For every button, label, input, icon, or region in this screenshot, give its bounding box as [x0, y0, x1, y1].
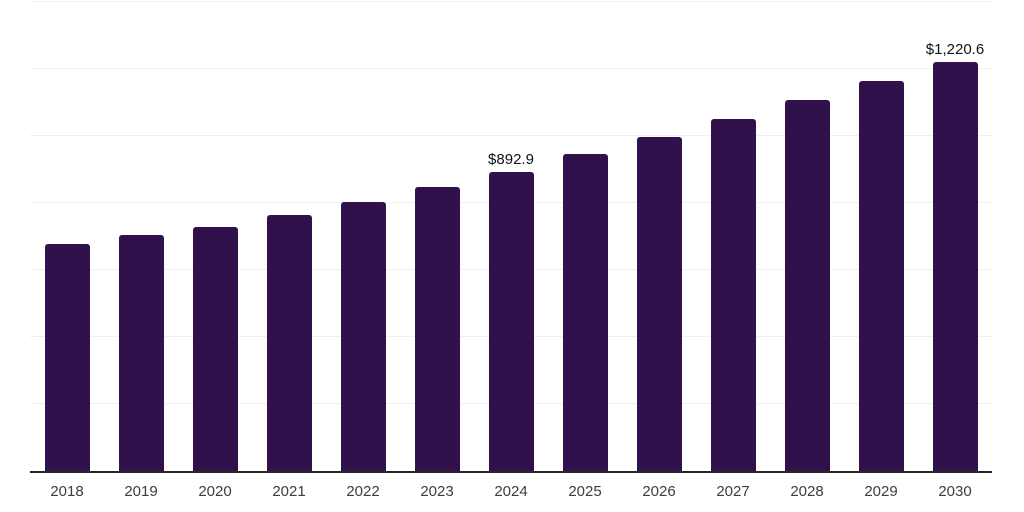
bar-slot [400, 2, 474, 471]
bar-slot: $892.9 [474, 2, 548, 471]
x-tick-label: 2019 [124, 483, 158, 500]
bar-value-label: $892.9 [488, 150, 534, 168]
x-tick-label: 2029 [864, 483, 898, 500]
x-tick-label: 2021 [272, 483, 306, 500]
bar-2030: $1,220.6 [926, 42, 984, 471]
bar-slot [844, 2, 918, 471]
bar-slot [252, 2, 326, 471]
bar-2020 [192, 227, 238, 471]
bar-2022 [340, 202, 386, 471]
x-tick-label: 2023 [420, 483, 454, 500]
bar-value-label: $1,220.6 [925, 41, 985, 59]
bar-2019 [118, 234, 164, 471]
bar-2018 [44, 243, 90, 471]
bar-slot [622, 2, 696, 471]
x-tick-label: 2025 [568, 483, 602, 500]
bar-2026 [636, 137, 682, 471]
bar-slot: $1,220.6 [918, 2, 992, 471]
x-tick-label: 2030 [938, 483, 972, 500]
gridline [30, 135, 992, 136]
bar-slot [548, 2, 622, 471]
x-tick-label: 2024 [494, 483, 528, 500]
gridline [30, 1, 992, 2]
bar-slot [30, 2, 104, 471]
plot-area: $892.9 $1,220.6 [30, 1, 992, 473]
x-tick-label: 2028 [790, 483, 824, 500]
x-tick-label: 2027 [716, 483, 750, 500]
bar-2028 [784, 99, 830, 471]
x-tick-label: 2020 [198, 483, 232, 500]
x-axis-labels: 2018 2019 2020 2021 2022 2023 2024 2025 2026 2027… [30, 483, 992, 501]
bar-slot [326, 2, 400, 471]
bar-slot [770, 2, 844, 471]
x-tick-label: 2026 [642, 483, 676, 500]
bar-2029 [858, 80, 904, 471]
bar-2021 [266, 214, 312, 471]
bar-series: $892.9 $1,220.6 [30, 2, 992, 471]
bar-2023 [414, 186, 460, 471]
x-tick-label: 2022 [346, 483, 380, 500]
bar-2024: $892.9 [488, 152, 534, 471]
bar-2027 [710, 119, 756, 471]
bar-2025 [562, 153, 608, 471]
bar-slot [696, 2, 770, 471]
bar-slot [104, 2, 178, 471]
x-tick-label: 2018 [50, 483, 84, 500]
gridline [30, 68, 992, 69]
bar-slot [178, 2, 252, 471]
